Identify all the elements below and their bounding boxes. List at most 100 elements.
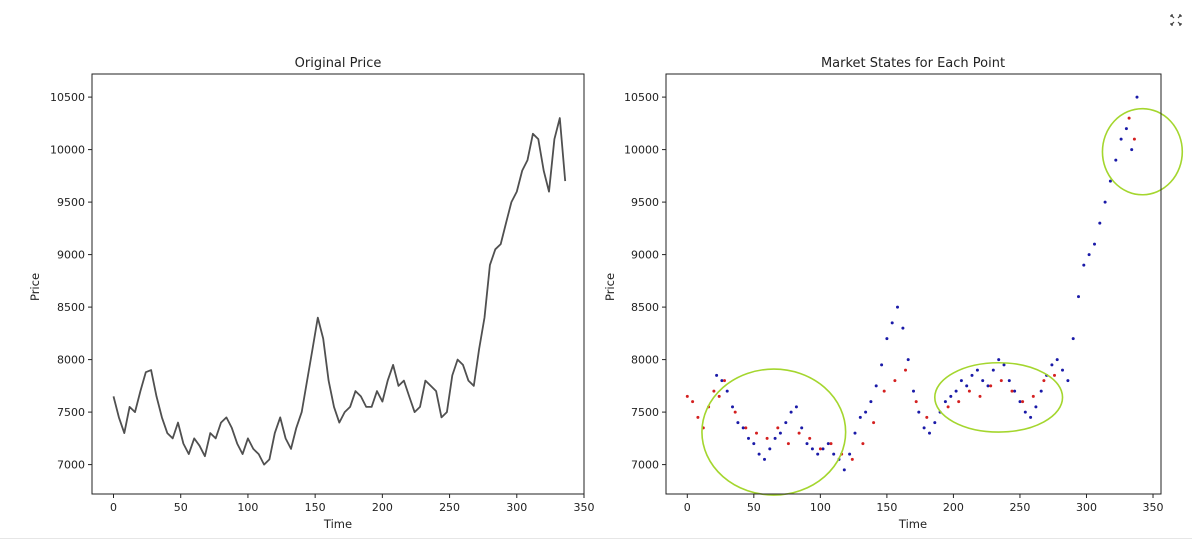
state-a-point: [1050, 363, 1054, 367]
state-a-point: [757, 452, 761, 456]
highlight-ellipse: [1101, 107, 1184, 196]
state-a-point: [954, 389, 958, 393]
state-b-point: [946, 405, 950, 409]
state-b-point: [893, 379, 897, 383]
state-b-point: [696, 415, 700, 419]
price-chart-xtick-label: 0: [110, 501, 117, 514]
state-a-point: [1034, 405, 1038, 409]
state-a-point: [736, 421, 740, 425]
states-chart-xtick-label: 0: [684, 501, 691, 514]
price-chart-xtick-label: 200: [372, 501, 393, 514]
states-chart-xtick-label: 100: [810, 501, 831, 514]
price-chart-ytick-label: 8000: [57, 354, 85, 367]
state-a-point: [1114, 158, 1118, 162]
states-chart-plot-area: [665, 73, 1162, 495]
state-b-point: [967, 389, 971, 393]
states-chart-ytick-label: 7000: [631, 459, 659, 472]
state-a-point: [1135, 95, 1139, 99]
state-a-point: [965, 384, 969, 388]
state-b-point: [691, 400, 695, 404]
state-a-point: [842, 468, 846, 472]
state-a-point: [725, 389, 729, 393]
state-a-point: [747, 436, 750, 440]
state-a-point: [1039, 389, 1043, 393]
state-a-point: [848, 452, 852, 456]
states-chart-ytick-label: 10000: [624, 144, 659, 157]
state-a-point: [826, 442, 830, 446]
states-chart: Market States for Each Point Time Price …: [603, 56, 1184, 531]
state-b-point: [1053, 373, 1056, 377]
price-chart-ytick-label: 7500: [57, 406, 85, 419]
price-chart-xtick-label: 50: [174, 501, 188, 514]
state-b-point: [776, 426, 780, 430]
price-chart-ytick-label: 9000: [57, 249, 85, 262]
divider: [0, 538, 1192, 539]
price-chart-xtick-label: 150: [305, 501, 326, 514]
state-b-point: [925, 415, 929, 419]
state-a-point: [784, 421, 788, 425]
states-chart-xtick-label: 150: [876, 501, 897, 514]
state-b-point: [723, 379, 726, 383]
state-a-point: [805, 442, 809, 446]
state-b-point: [1132, 137, 1136, 141]
state-b-point: [744, 426, 748, 430]
state-a-point: [959, 379, 963, 383]
state-a-point: [720, 379, 724, 383]
state-a-point: [1098, 221, 1102, 225]
state-a-point: [912, 389, 915, 393]
state-a-point: [885, 337, 889, 341]
expand-icon[interactable]: [1168, 12, 1184, 28]
state-a-point: [1066, 379, 1070, 383]
price-chart-ytick-label: 8500: [57, 301, 85, 314]
price-chart-plot-area: [91, 73, 585, 495]
state-a-point: [731, 405, 734, 409]
state-a-point: [1018, 400, 1022, 404]
state-a-point: [1093, 242, 1096, 246]
state-a-point: [853, 431, 857, 435]
state-a-point: [975, 368, 979, 372]
state-a-point: [922, 426, 926, 430]
state-b-point: [904, 368, 907, 372]
state-b-point: [1021, 400, 1025, 404]
state-b-point: [1042, 379, 1046, 383]
states-chart-title: Market States for Each Point: [821, 56, 1005, 71]
price-chart: Original Price Time Price 0 50 100 150 200 25…: [28, 56, 595, 531]
state-a-point: [1055, 358, 1059, 362]
state-a-point: [763, 457, 766, 461]
state-a-point: [816, 452, 820, 456]
state-b-point: [850, 457, 854, 461]
state-b-point: [808, 436, 812, 440]
states-chart-xtick-label: 250: [1009, 501, 1030, 514]
states-chart-ylabel: Price: [603, 273, 617, 301]
highlight-ellipse: [701, 368, 847, 496]
price-chart-xtick-label: 250: [439, 501, 460, 514]
state-b-point: [999, 379, 1003, 383]
state-a-point: [896, 305, 899, 309]
state-b-point: [1031, 394, 1035, 398]
states-chart-xtick-label: 50: [747, 501, 761, 514]
state-b-point: [872, 421, 876, 425]
state-b-point: [957, 400, 961, 404]
state-a-point: [741, 426, 745, 430]
price-chart-ytick-label: 10500: [50, 91, 85, 104]
state-a-point: [874, 384, 878, 388]
state-a-point: [1103, 200, 1107, 204]
state-a-point: [752, 442, 756, 446]
state-a-point: [715, 373, 719, 377]
state-b-point: [765, 436, 769, 440]
state-a-point: [789, 410, 793, 414]
state-a-point: [1077, 295, 1080, 299]
state-a-point: [949, 394, 953, 398]
state-a-point: [890, 321, 894, 325]
price-chart-xtick-label: 100: [237, 501, 258, 514]
state-a-point: [991, 368, 995, 372]
state-a-point: [773, 436, 777, 440]
state-a-point: [917, 410, 921, 414]
state-b-point: [989, 384, 993, 388]
state-a-point: [981, 379, 985, 383]
state-a-point: [906, 358, 910, 362]
state-a-point: [1013, 389, 1017, 393]
state-a-point: [1130, 148, 1134, 152]
state-a-point: [1108, 179, 1112, 183]
